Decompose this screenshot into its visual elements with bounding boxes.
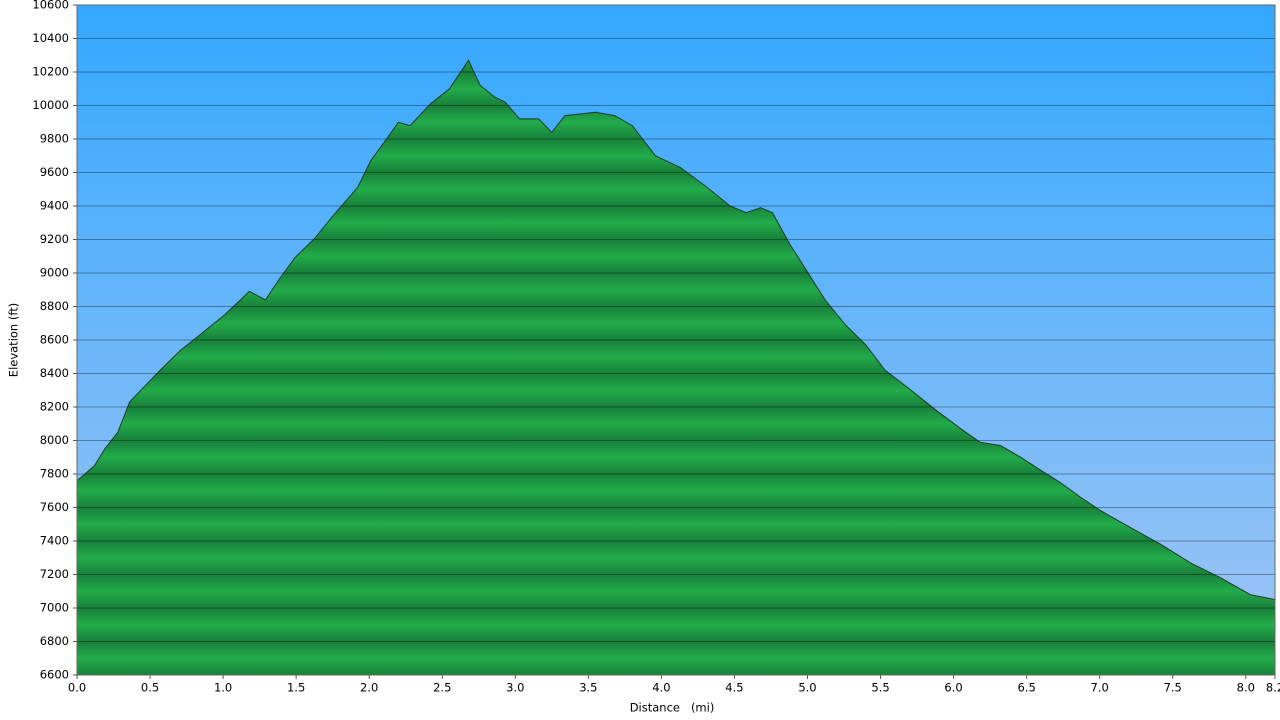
y-tick-label: 8800 bbox=[40, 299, 69, 313]
x-tick-label: 6.0 bbox=[944, 681, 962, 695]
y-tick-label: 7400 bbox=[40, 534, 69, 548]
y-tick-label: 8000 bbox=[40, 433, 69, 447]
x-tick-label: 2.0 bbox=[360, 681, 378, 695]
x-tick-label: 8.0 bbox=[1237, 681, 1255, 695]
x-tick-label: 8.2 bbox=[1266, 681, 1280, 695]
x-tick-label: 4.0 bbox=[652, 681, 670, 695]
x-tick-label: 2.5 bbox=[433, 681, 451, 695]
y-tick-label: 8200 bbox=[40, 400, 69, 414]
y-tick-label: 7800 bbox=[40, 467, 69, 481]
y-tick-label: 10600 bbox=[32, 0, 69, 12]
y-tick-label: 9200 bbox=[40, 232, 69, 246]
x-tick-label: 6.5 bbox=[1017, 681, 1035, 695]
x-axis-title: Distance (mi) bbox=[630, 701, 715, 715]
y-tick-label: 9600 bbox=[40, 165, 69, 179]
y-tick-label: 6800 bbox=[40, 634, 69, 648]
y-tick-label: 9800 bbox=[40, 132, 69, 146]
y-tick-label: 7200 bbox=[40, 567, 69, 581]
x-tick-label: 5.0 bbox=[798, 681, 816, 695]
x-tick-label: 1.0 bbox=[214, 681, 232, 695]
y-tick-label: 10000 bbox=[32, 98, 69, 112]
x-tick-label: 7.5 bbox=[1164, 681, 1182, 695]
y-tick-label: 9400 bbox=[40, 199, 69, 213]
y-tick-label: 9000 bbox=[40, 266, 69, 280]
plot-frame bbox=[76, 4, 1276, 676]
y-tick-label: 7600 bbox=[40, 500, 69, 514]
x-tick-label: 3.5 bbox=[579, 681, 597, 695]
y-tick-label: 6600 bbox=[40, 668, 69, 682]
y-tick-label: 7000 bbox=[40, 601, 69, 615]
y-tick-label: 8400 bbox=[40, 366, 69, 380]
y-axis-title: Elevation (ft) bbox=[7, 303, 21, 377]
x-tick-label: 5.5 bbox=[871, 681, 889, 695]
y-tick-label: 8600 bbox=[40, 333, 69, 347]
x-tick-label: 4.5 bbox=[725, 681, 743, 695]
y-tick-label: 10400 bbox=[32, 31, 69, 45]
x-tick-label: 0.5 bbox=[141, 681, 159, 695]
elevation-area bbox=[76, 59, 1276, 676]
x-tick-label: 0.0 bbox=[68, 681, 86, 695]
x-tick-label: 3.0 bbox=[506, 681, 524, 695]
y-tick-label: 10200 bbox=[32, 65, 69, 79]
x-tick-label: 7.0 bbox=[1091, 681, 1109, 695]
x-tick-label: 1.5 bbox=[287, 681, 305, 695]
